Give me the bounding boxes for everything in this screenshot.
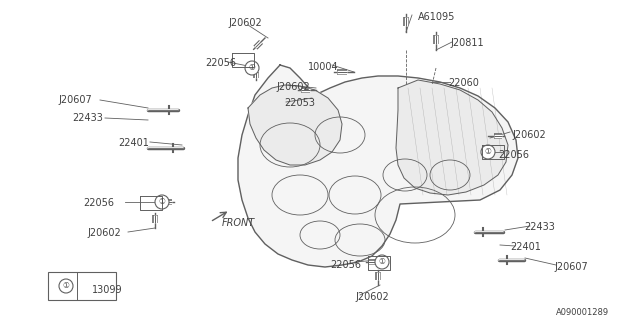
Text: A61095: A61095 <box>418 12 456 22</box>
Circle shape <box>155 195 169 209</box>
Circle shape <box>59 279 73 293</box>
Text: J20602: J20602 <box>512 130 546 140</box>
Text: J20602: J20602 <box>87 228 121 238</box>
Text: J20602: J20602 <box>276 82 310 92</box>
Text: ①: ① <box>63 282 69 291</box>
Circle shape <box>481 145 495 159</box>
Text: ①: ① <box>379 258 385 267</box>
Text: 10004: 10004 <box>308 62 339 72</box>
Text: 22056: 22056 <box>83 198 114 208</box>
FancyBboxPatch shape <box>48 272 116 300</box>
Text: A090001289: A090001289 <box>556 308 609 317</box>
Text: 22056: 22056 <box>330 260 361 270</box>
Text: J20602: J20602 <box>228 18 262 28</box>
Text: 22433: 22433 <box>72 113 103 123</box>
Text: J20607: J20607 <box>554 262 588 272</box>
Text: 22060: 22060 <box>448 78 479 88</box>
Text: ①: ① <box>484 148 492 156</box>
Text: J20602: J20602 <box>355 292 388 302</box>
Polygon shape <box>248 85 342 165</box>
Text: ①: ① <box>159 197 165 206</box>
Polygon shape <box>238 65 518 267</box>
Polygon shape <box>396 80 508 195</box>
Text: 22401: 22401 <box>118 138 149 148</box>
Text: 22056: 22056 <box>205 58 236 68</box>
Text: J20607: J20607 <box>58 95 92 105</box>
Text: ①: ① <box>248 63 255 73</box>
Text: 13099: 13099 <box>92 285 123 295</box>
Text: 22053: 22053 <box>284 98 315 108</box>
Text: 22056: 22056 <box>498 150 529 160</box>
Text: 22401: 22401 <box>510 242 541 252</box>
Circle shape <box>245 61 259 75</box>
Text: FRONT: FRONT <box>222 218 255 228</box>
Text: J20811: J20811 <box>450 38 484 48</box>
Circle shape <box>375 255 389 269</box>
Text: 22433: 22433 <box>524 222 555 232</box>
